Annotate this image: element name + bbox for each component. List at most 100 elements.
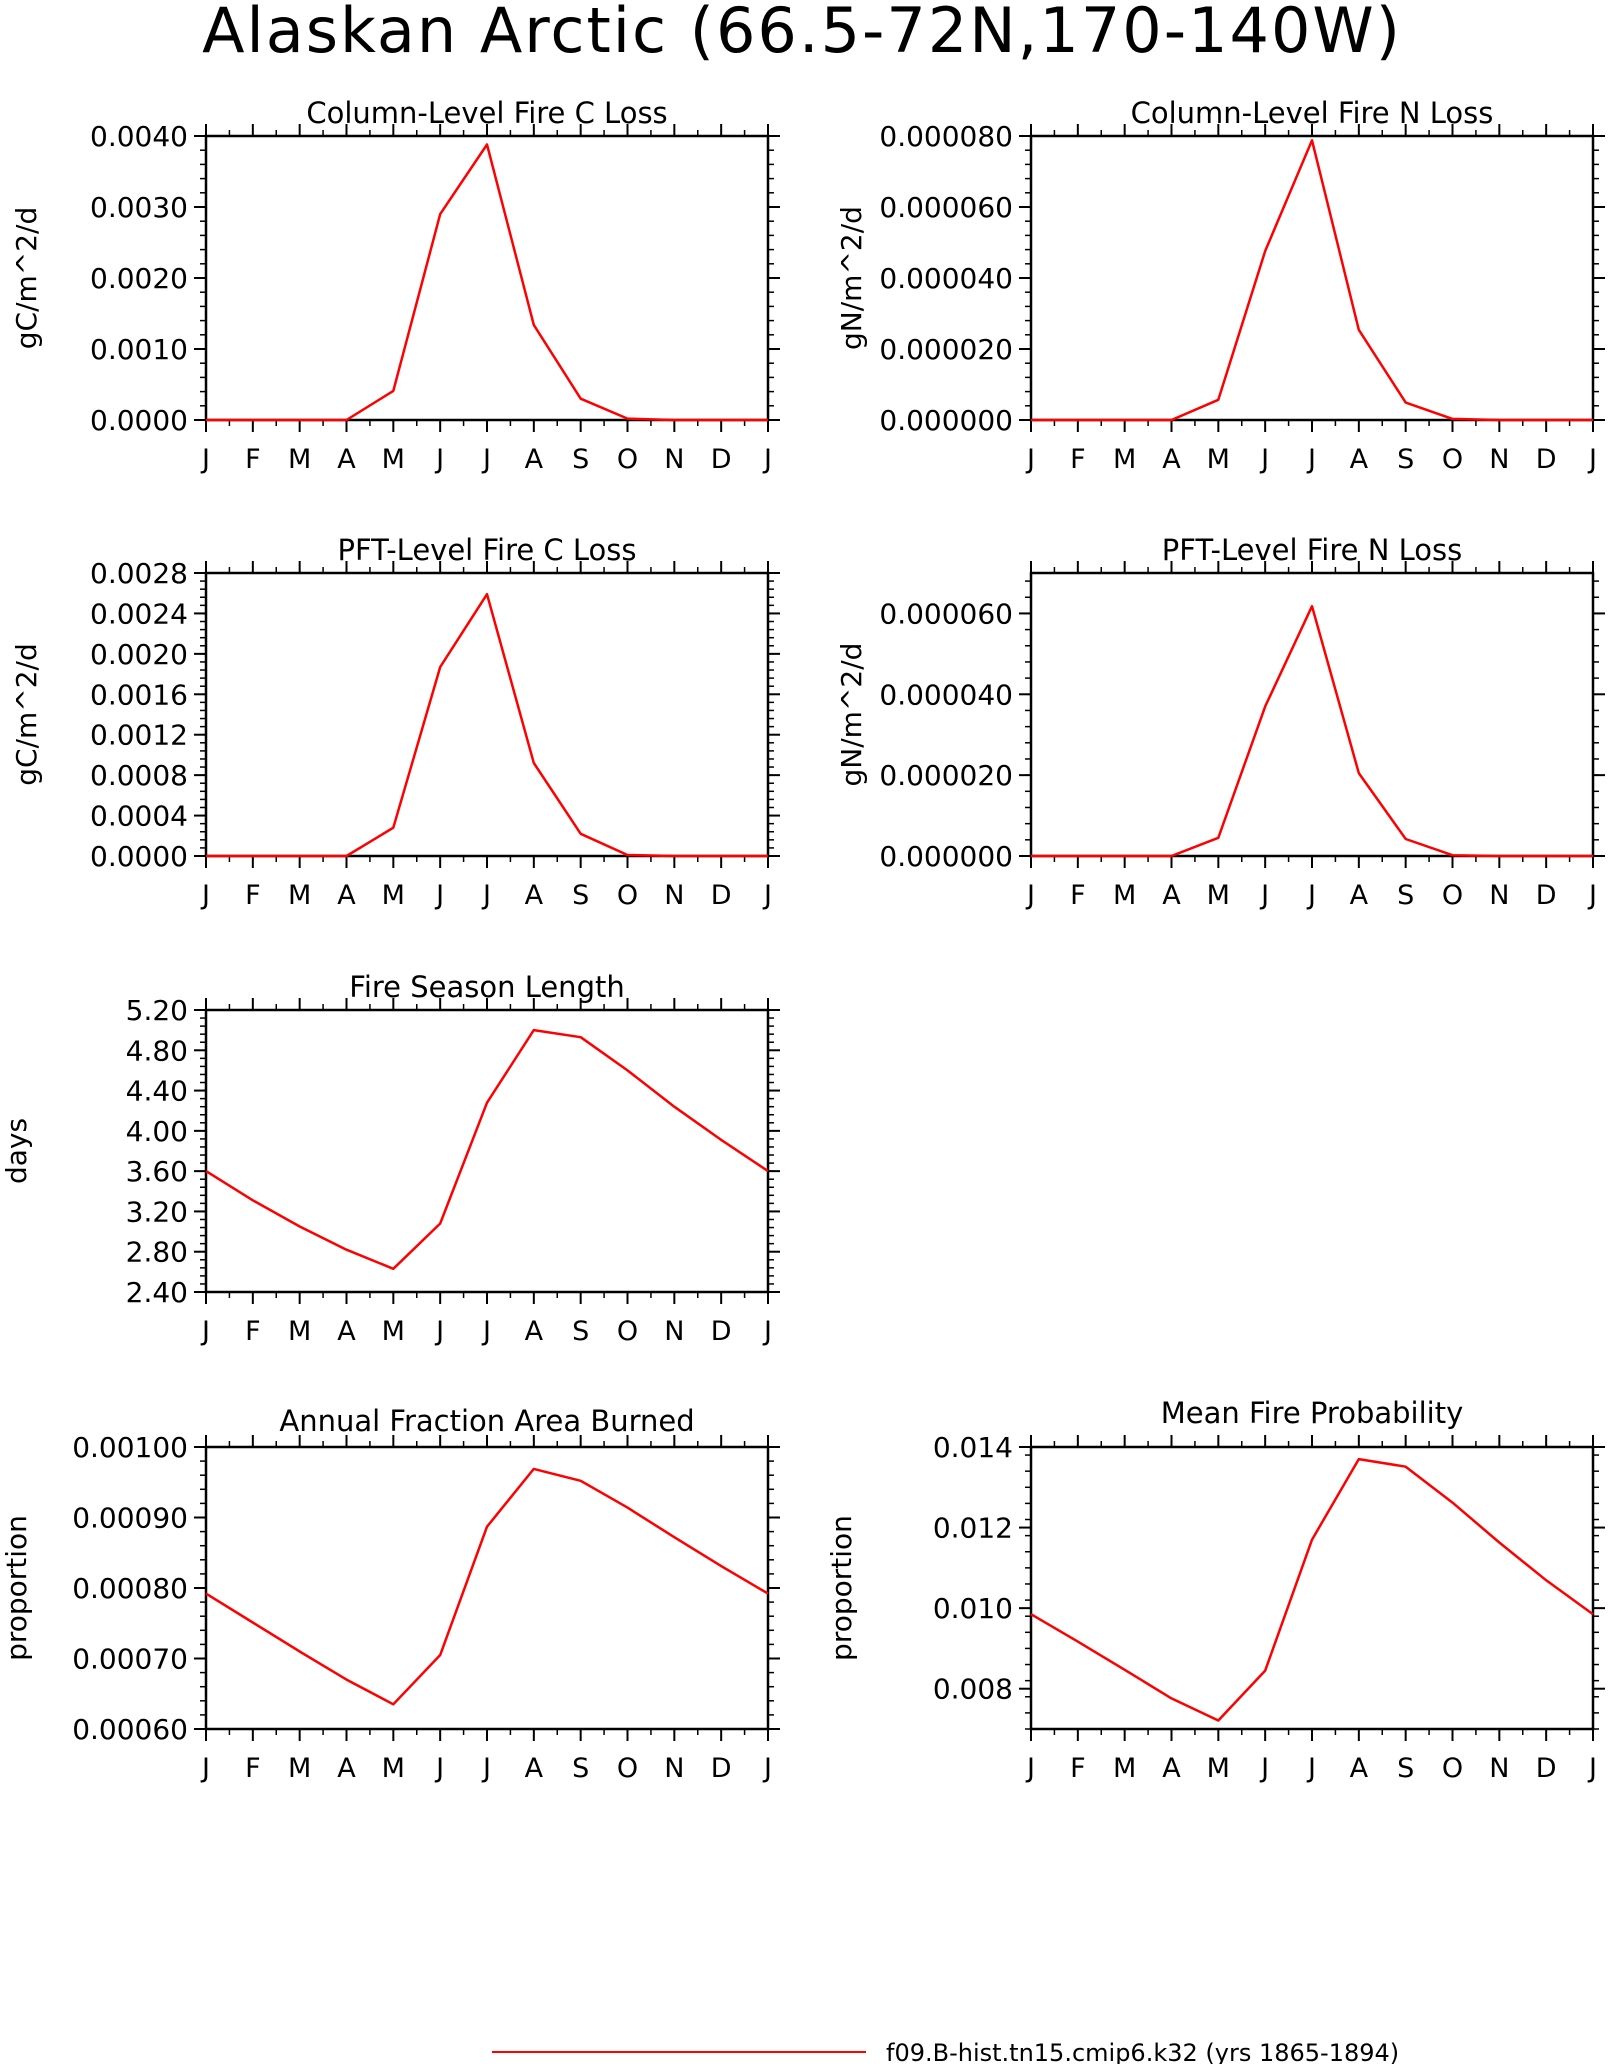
- x-tick-label: S: [572, 444, 589, 475]
- legend: f09.B-hist.tn15.cmip6.k32 (yrs 1865-1894…: [492, 2039, 1399, 2064]
- x-tick-label: N: [1489, 1753, 1509, 1784]
- x-tick-label: O: [1442, 1753, 1463, 1784]
- x-tick-label: J: [481, 1316, 491, 1347]
- panel-5: J F M A M J J A S O N D J2.402.803.203.604.004.404.8…: [0, 970, 780, 1347]
- x-tick-label: A: [525, 880, 544, 911]
- plot-frame: [1029, 571, 1595, 858]
- x-tick-label: N: [1489, 880, 1509, 911]
- x-tick-label: S: [572, 1753, 589, 1784]
- y-tick-label: 0.000000: [879, 840, 1013, 873]
- x-tick-label: J: [1025, 1753, 1035, 1784]
- series-line: [205, 1467, 769, 1706]
- x-tick-label: O: [617, 880, 638, 911]
- x-tick-label: A: [337, 880, 356, 911]
- y-tick-label: 0.0008: [90, 759, 188, 792]
- y-tick-label: 4.80: [126, 1034, 188, 1067]
- x-tick-label: A: [1162, 880, 1181, 911]
- legend-label: f09.B-hist.tn15.cmip6.k32 (yrs 1865-1894…: [886, 2039, 1399, 2064]
- series-line: [206, 592, 768, 858]
- x-tick-label: S: [1397, 1753, 1414, 1784]
- x-tick-label: F: [1070, 444, 1086, 475]
- x-tick-label: A: [1350, 880, 1369, 911]
- y-tick-label: 0.0030: [90, 191, 188, 224]
- x-tick-label: N: [664, 1316, 684, 1347]
- y-tick-label: 3.20: [126, 1195, 188, 1228]
- panel-7: J F M A M J J A S O N D J0.0080.0100.0120.014proport…: [825, 1396, 1605, 1784]
- y-tick-label: 0.014: [933, 1431, 1013, 1464]
- x-tick-label: O: [1442, 880, 1463, 911]
- x-tick-label: J: [762, 444, 772, 475]
- x-tick-label: J: [1259, 880, 1269, 911]
- panel-3: J F M A M J J A S O N D J0.00000.00040.00080.00120.0…: [10, 533, 780, 911]
- y-tick-label: 0.000060: [879, 191, 1013, 224]
- figure-title: Alaskan Arctic (66.5-72N,170-140W): [202, 0, 1402, 67]
- y-axis-label: proportion: [0, 1515, 33, 1661]
- series-line: [205, 1028, 769, 1271]
- x-tick-label: D: [1536, 880, 1557, 911]
- y-tick-label: 0.010: [933, 1592, 1013, 1625]
- x-tick-label: J: [481, 444, 491, 475]
- y-tick-label: 0.000040: [879, 262, 1013, 295]
- y-tick-label: 5.20: [126, 994, 188, 1027]
- y-tick-label: 0.0024: [90, 597, 188, 630]
- x-tick-label: J: [434, 1753, 444, 1784]
- x-tick-label: F: [245, 444, 261, 475]
- x-tick-label: J: [434, 1316, 444, 1347]
- x-tick-label: J: [200, 880, 210, 911]
- x-tick-label: D: [1536, 1753, 1557, 1784]
- x-tick-label: D: [1536, 444, 1557, 475]
- x-tick-label: M: [1113, 1753, 1136, 1784]
- x-tick-label: S: [572, 880, 589, 911]
- x-tick-label: J: [481, 880, 491, 911]
- x-tick-label: N: [664, 1753, 684, 1784]
- x-tick-label: M: [382, 880, 405, 911]
- x-tick-label: N: [664, 444, 684, 475]
- y-tick-label: 0.000060: [879, 597, 1013, 630]
- plot-frame: [204, 1008, 770, 1294]
- plot-frame: [1029, 134, 1595, 422]
- y-tick-label: 0.0020: [90, 262, 188, 295]
- x-tick-label: J: [762, 1316, 772, 1347]
- x-tick-label: F: [245, 1316, 261, 1347]
- panel-title: Column-Level Fire C Loss: [306, 96, 667, 130]
- y-tick-label: 0.0016: [90, 678, 188, 711]
- x-tick-label: A: [1162, 1753, 1181, 1784]
- y-axis-label: gC/m^2/d: [10, 643, 43, 786]
- x-tick-label: J: [200, 1753, 210, 1784]
- y-tick-label: 0.00070: [72, 1643, 188, 1676]
- x-tick-label: J: [1259, 1753, 1269, 1784]
- x-tick-label: J: [1025, 880, 1035, 911]
- x-tick-label: A: [1350, 444, 1369, 475]
- y-tick-label: 0.000040: [879, 678, 1013, 711]
- y-tick-label: 0.000080: [879, 120, 1013, 153]
- x-tick-label: J: [1306, 1753, 1316, 1784]
- panels: J F M A M J J A S O N D J0.00000.00100.00200.00300.0…: [0, 96, 1605, 1784]
- y-tick-label: 0.000000: [879, 404, 1013, 437]
- x-tick-label: F: [245, 1753, 261, 1784]
- x-tick-label: J: [1025, 444, 1035, 475]
- panel-2: J F M A M J J A S O N D J0.0000000.0000200.0000400.0…: [835, 96, 1605, 475]
- y-tick-label: 4.00: [126, 1115, 188, 1148]
- plot-frame: [204, 1445, 770, 1731]
- x-tick-label: D: [711, 880, 732, 911]
- y-tick-label: 3.60: [126, 1155, 188, 1188]
- y-tick-label: 0.0000: [90, 840, 188, 873]
- x-tick-label: M: [288, 444, 311, 475]
- y-tick-label: 0.000020: [879, 333, 1013, 366]
- x-tick-label: M: [288, 880, 311, 911]
- panel-title: PFT-Level Fire C Loss: [338, 533, 637, 567]
- y-tick-label: 0.00090: [72, 1502, 188, 1535]
- panel-4: J F M A M J J A S O N D J0.0000000.0000200.0000400.0…: [835, 533, 1605, 911]
- panel-title: Fire Season Length: [349, 970, 624, 1004]
- y-axis-label: gC/m^2/d: [10, 207, 43, 350]
- y-tick-label: 2.80: [126, 1236, 188, 1269]
- x-tick-label: S: [1397, 880, 1414, 911]
- y-tick-label: 0.0040: [90, 120, 188, 153]
- x-tick-label: J: [1306, 880, 1316, 911]
- x-tick-label: J: [1587, 1753, 1597, 1784]
- x-tick-label: J: [762, 880, 772, 911]
- x-tick-label: J: [434, 444, 444, 475]
- y-axis-label: proportion: [825, 1515, 858, 1661]
- x-tick-label: J: [1587, 444, 1597, 475]
